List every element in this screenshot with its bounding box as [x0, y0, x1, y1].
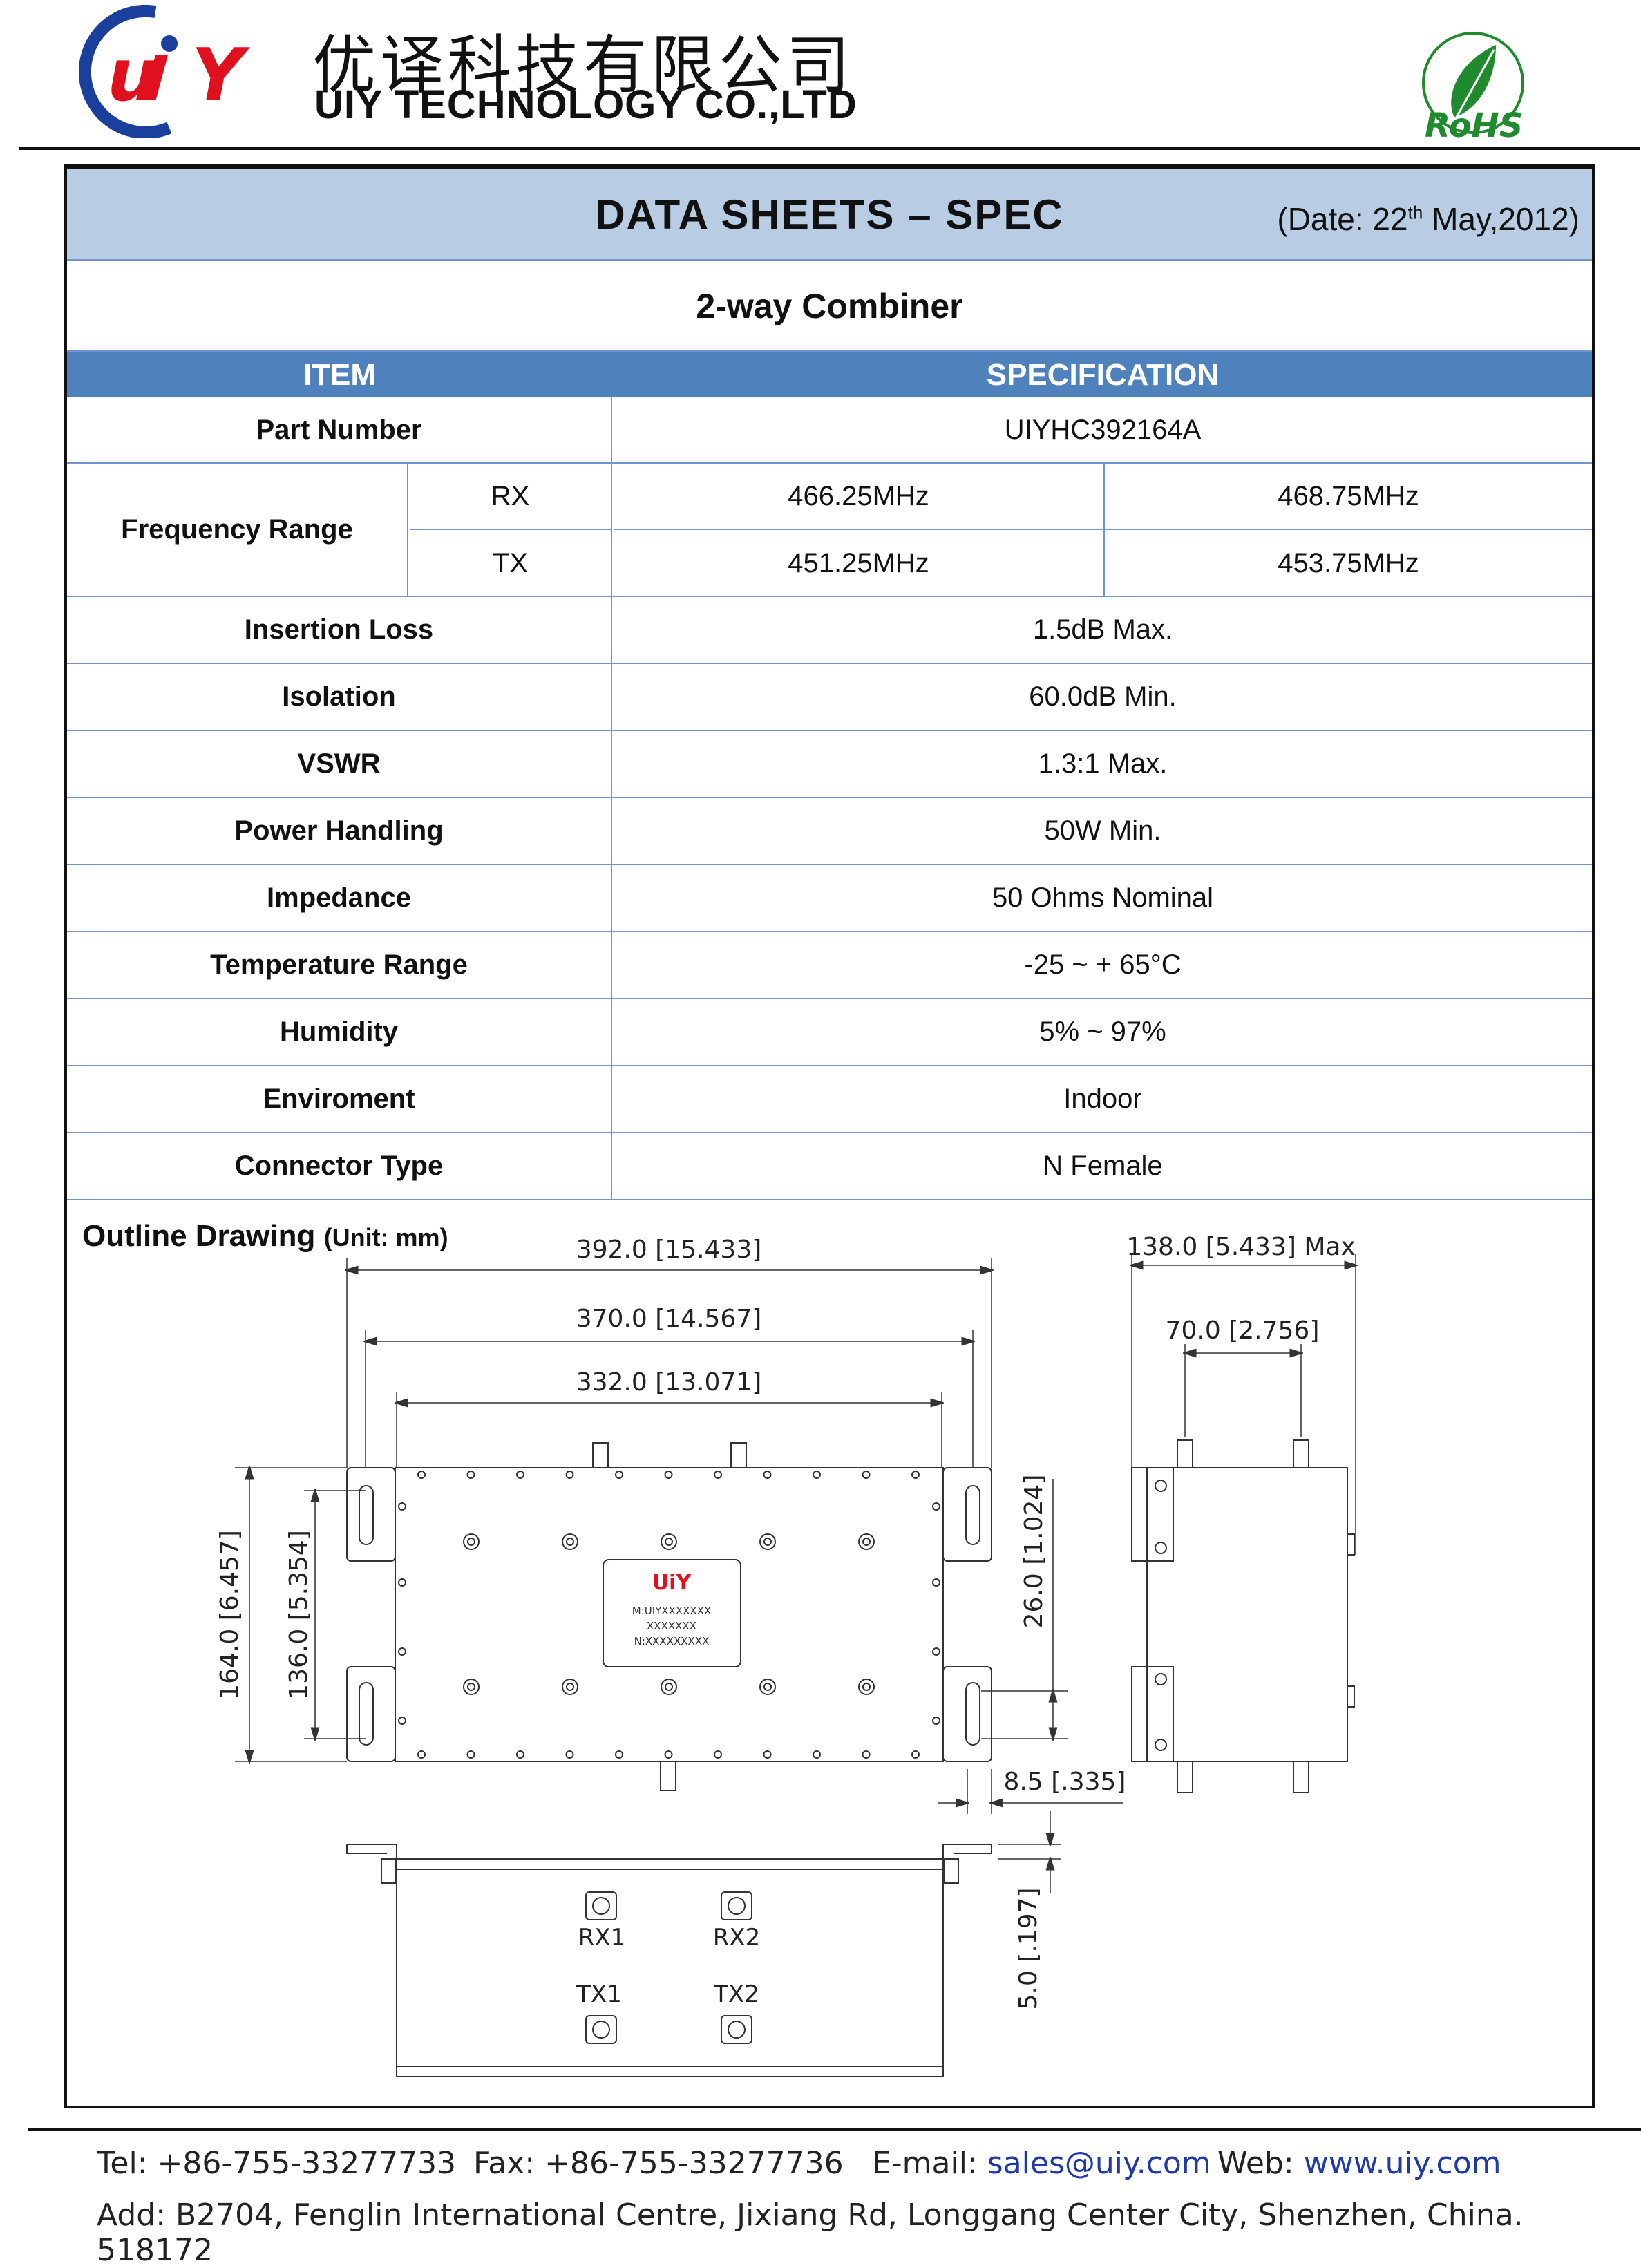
email-label: E-mail:	[872, 2146, 987, 2181]
email-link[interactable]: sales@uiy.com	[987, 2146, 1211, 2181]
svg-text:RoHS: RoHS	[1425, 106, 1523, 142]
row-value: 50 Ohms Nominal	[992, 882, 1214, 913]
row-label: Part Number	[67, 397, 612, 462]
rx-low: 466.25MHz	[614, 464, 1105, 530]
row-label: Enviroment	[67, 1066, 612, 1132]
header-item: ITEM	[303, 358, 377, 392]
drawing-unit: (Unit: mm)	[323, 1223, 448, 1251]
sheet-date: (Date: 22th May,2012)	[1277, 200, 1580, 238]
tx-label: TX	[410, 530, 612, 597]
company-name-en: UIY TECHNOLOGY CO.,LTD	[314, 82, 857, 127]
footer-tel: Tel: +86-755-33277733	[97, 2146, 457, 2181]
table-row: Impedance 50 Ohms Nominal	[67, 865, 1592, 932]
product-title: 2-way Combiner	[696, 287, 963, 325]
row-value: UIYHC392164A	[1004, 414, 1202, 445]
web-link[interactable]: www.uiy.com	[1303, 2146, 1501, 2181]
footer-divider	[28, 2128, 1641, 2131]
date-suffix: May,2012)	[1423, 201, 1580, 237]
tx-low: 451.25MHz	[614, 530, 1105, 597]
table-row: Isolation 60.0dB Min.	[67, 664, 1592, 731]
table-row: Insertion Loss 1.5dB Max.	[67, 597, 1592, 664]
rohs-logo: RoHS	[1422, 32, 1524, 142]
row-value: 60.0dB Min.	[1029, 681, 1177, 712]
row-label: Impedance	[67, 865, 612, 931]
row-value: 1.5dB Max.	[1032, 614, 1173, 645]
rx-high: 468.75MHz	[1105, 464, 1592, 530]
table-row: Connector Type N Female	[67, 1133, 1592, 1200]
footer-address: Add: B2704, Fenglin International Centre…	[97, 2198, 1524, 2268]
drawing-title: Outline Drawing (Unit: mm)	[82, 1219, 448, 1254]
table-row: Enviroment Indoor	[67, 1066, 1592, 1133]
sheet-title: DATA SHEETS – SPEC	[595, 191, 1064, 238]
date-prefix: (Date: 22	[1277, 201, 1408, 237]
row-label: Connector Type	[67, 1133, 612, 1199]
header-divider	[19, 147, 1640, 150]
row-value: N Female	[1043, 1151, 1163, 1181]
footer-fax: Fax: +86-755-33277736	[473, 2146, 844, 2181]
header-specification: SPECIFICATION	[986, 358, 1220, 392]
company-logo: u Y	[78, 4, 250, 138]
tx-high: 453.75MHz	[1278, 548, 1419, 578]
row-label: Frequency Range	[67, 464, 408, 596]
table-row: VSWR 1.3:1 Max.	[67, 731, 1592, 798]
row-label: Temperature Range	[67, 932, 612, 998]
table-row-part-number: Part Number UIYHC392164A	[67, 397, 1592, 464]
row-label: VSWR	[67, 731, 612, 797]
drawing-title-text: Outline Drawing	[82, 1219, 316, 1253]
title-band: DATA SHEETS – SPEC (Date: 22th May,2012)	[67, 169, 1592, 261]
row-label: Humidity	[67, 999, 612, 1065]
svg-text:Y: Y	[191, 33, 250, 117]
date-sup: th	[1407, 202, 1423, 223]
footer-web: Web: www.uiy.com	[1217, 2146, 1501, 2181]
spec-sheet: DATA SHEETS – SPEC (Date: 22th May,2012)…	[64, 164, 1595, 2108]
row-value: Indoor	[1063, 1084, 1142, 1114]
rx-label: RX	[410, 464, 612, 530]
table-row: Humidity 5% ~ 97%	[67, 999, 1592, 1066]
row-label: Power Handling	[67, 798, 612, 864]
row-value: -25 ~ + 65°C	[1024, 949, 1182, 980]
row-value: 1.3:1 Max.	[1038, 748, 1168, 779]
subtitle-band: 2-way Combiner	[67, 261, 1592, 352]
table-row: Power Handling 50W Min.	[67, 798, 1592, 865]
row-value: 5% ~ 97%	[1039, 1017, 1166, 1047]
row-label: Isolation	[67, 664, 612, 730]
web-label: Web:	[1217, 2146, 1304, 2181]
table-row: Temperature Range -25 ~ + 65°C	[67, 932, 1592, 999]
company-name-cn: 优译科技有限公司	[312, 28, 855, 102]
table-row-frequency: Frequency Range RX TX 466.25MHz 468.75MH…	[67, 464, 1592, 597]
row-label: Insertion Loss	[67, 597, 612, 663]
footer-email: E-mail: sales@uiy.com	[872, 2146, 1211, 2181]
row-value: 50W Min.	[1044, 815, 1161, 846]
table-header: ITEM SPECIFICATION	[67, 352, 1592, 397]
